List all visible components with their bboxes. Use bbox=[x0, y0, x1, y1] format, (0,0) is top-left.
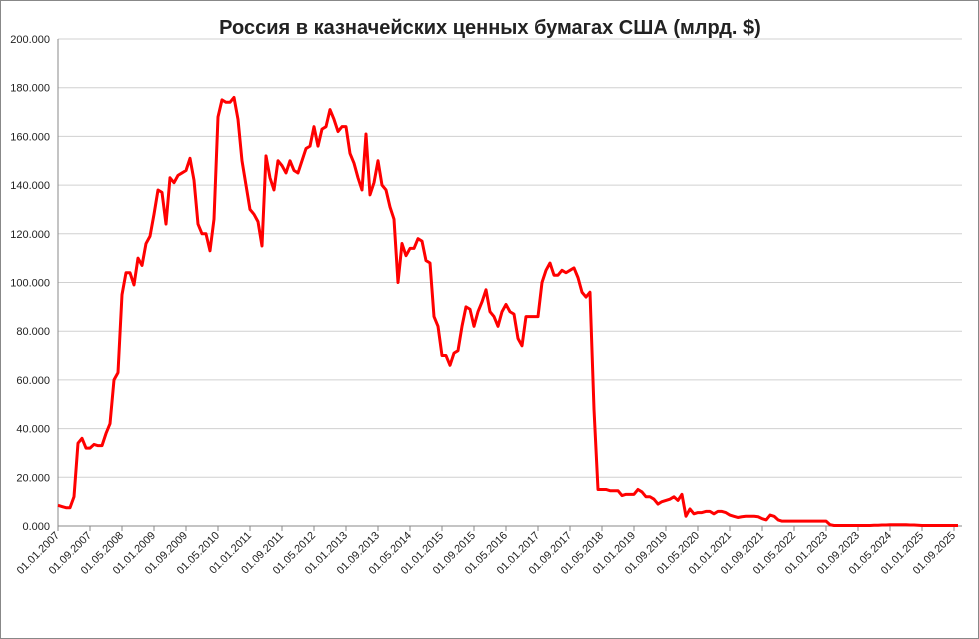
y-tick-label: 20.000 bbox=[16, 472, 50, 484]
y-tick-label: 140.000 bbox=[10, 180, 50, 192]
y-tick-label: 160.000 bbox=[10, 131, 50, 143]
y-tick-label: 100.000 bbox=[10, 278, 50, 290]
y-tick-label: 180.000 bbox=[10, 83, 50, 95]
y-tick-label: 60.000 bbox=[16, 375, 50, 387]
y-tick-label: 120.000 bbox=[10, 229, 50, 241]
y-tick-label: 80.000 bbox=[16, 326, 50, 338]
chart-title: Россия в казначейских ценных бумагах США… bbox=[219, 17, 761, 39]
y-tick-label: 0.000 bbox=[22, 521, 50, 533]
data-line bbox=[57, 95, 958, 528]
y-tick-label: 200.000 bbox=[10, 34, 50, 46]
y-tick-label: 40.000 bbox=[16, 424, 50, 436]
